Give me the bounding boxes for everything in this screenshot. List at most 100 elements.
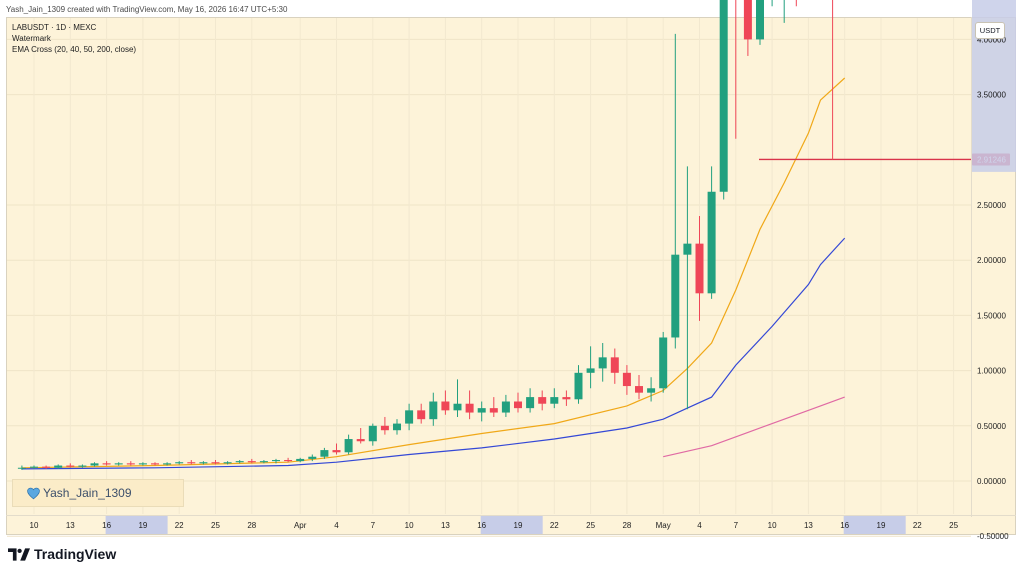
candle-down [695,243,704,294]
candle-up [719,0,728,192]
heart-icon [27,487,40,500]
candle-down [66,465,75,467]
currency-selector[interactable]: USDT [975,22,1005,39]
y-tick-label: 2.00000 [977,256,1006,265]
symbol-label[interactable]: LABUSDT · 1D · MEXC [12,23,97,32]
candle-up [223,462,232,464]
watermark-box: Yash_Jain_1309 [12,479,184,507]
x-tick-label: 16 [477,521,486,530]
x-tick-label: 7 [734,521,739,530]
candle-up [586,368,595,373]
price-level-lines: 7.495185.312362.912464.72636 [759,153,1010,166]
candle-up [647,388,656,393]
candle-down [126,463,135,465]
candle-down [42,466,51,468]
x-tick-label: 7 [371,521,376,530]
candle-up [429,401,438,420]
x-tick-label: 25 [949,521,958,530]
time-axis: 10 13 16 19 22 25 28 Apr 4 7 10 13 16 19 22 25 28 May 4 7 10… [30,516,959,534]
candle-down [151,463,159,465]
y-tick-label: 2.50000 [977,201,1006,210]
price-axis: 8.000007.000006.500006.000005.500005.000… [972,0,1016,541]
chart-pane[interactable] [6,17,1016,535]
candle-up [756,0,764,40]
candle-down [211,462,220,464]
x-tick-label: May [656,521,671,530]
candle-up [78,465,87,467]
candle-down [489,408,498,413]
candle-up [17,467,26,469]
candle-down [635,386,643,393]
candle-up [30,466,38,468]
candle-up [199,462,208,464]
chart-author-header: Yash_Jain_1309 created with TradingView.… [6,5,288,14]
x-tick-label: 22 [550,521,559,530]
y-tick-label: 3.50000 [977,91,1006,100]
y-tick-label: 4.00000 [977,35,1006,44]
candle-down [284,460,293,462]
candle-up [259,461,268,463]
tradingview-logo-text: TradingView [34,546,117,562]
x-tick-label: 25 [211,521,220,530]
candle-up [405,410,414,424]
candle-down [465,403,474,413]
candle-up [671,254,680,338]
x-tick-label: 16 [840,521,849,530]
candle-up [501,401,510,413]
x-tick-label: 19 [514,521,523,530]
x-tick-label: 10 [30,521,39,530]
time-highlight [480,516,543,534]
candle-down [247,461,256,463]
candle-down [380,425,389,431]
x-tick-label: 19 [877,521,886,530]
watermark-text: Yash_Jain_1309 [43,486,132,500]
candle-up [235,461,244,463]
y-tick-label: 0.00000 [977,477,1006,486]
candle-down [187,462,196,464]
candle-down [610,357,619,373]
time-highlight [843,516,906,534]
y-tick-label: 1.50000 [977,311,1006,320]
x-tick-label: 4 [334,521,339,530]
x-tick-label: 28 [247,521,256,530]
y-tick-label: -0.50000 [977,532,1009,541]
candlesticks [17,0,834,470]
candle-up [598,357,607,369]
candle-down [743,0,752,40]
x-tick-label: 28 [622,521,631,530]
candle-up [90,463,99,466]
candle-up [393,423,401,431]
candle-up [683,243,692,255]
candle-up [659,337,668,389]
x-tick-label: 13 [804,521,813,530]
x-tick-label: 10 [405,521,414,530]
tradingview-logo[interactable]: TradingView [8,546,116,562]
x-tick-label: 22 [175,521,184,530]
y-tick-label: 0.50000 [977,422,1006,431]
candle-up [308,456,317,459]
time-highlight [105,516,168,534]
ema-indicator-label[interactable]: EMA Cross (20, 40, 50, 200, close) [12,45,137,54]
candle-up [272,460,280,462]
chart-grid [7,18,971,537]
candle-down [514,401,522,409]
x-tick-label: 16 [102,521,111,530]
candle-down [356,439,365,442]
x-tick-label: 25 [586,521,595,530]
tradingview-logo-icon [8,547,30,561]
candle-up [163,463,172,465]
time-axis-divider [6,515,1016,516]
candle-up [574,372,583,400]
x-tick-label: 10 [768,521,777,530]
ema-line-ema-50 [663,396,845,458]
candle-up [707,191,716,294]
candle-down [417,410,426,420]
ema-line-ema-40 [21,237,846,470]
candle-up [138,463,147,465]
candle-up [320,450,329,457]
watermark-indicator-label[interactable]: Watermark [12,34,51,43]
candle-down [332,450,341,453]
x-tick-label: 13 [441,521,450,530]
candle-down [538,397,547,404]
candle-up [344,439,353,453]
